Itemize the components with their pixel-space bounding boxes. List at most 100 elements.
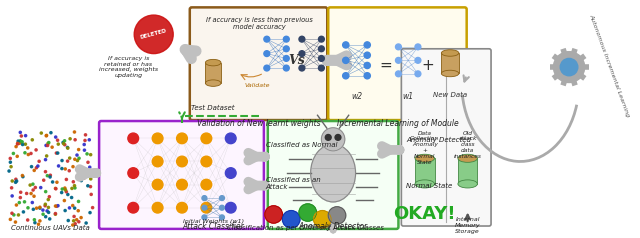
Circle shape xyxy=(328,207,346,224)
Point xyxy=(83,184,93,188)
Ellipse shape xyxy=(458,154,477,162)
Circle shape xyxy=(264,65,269,71)
Point xyxy=(35,206,45,210)
Circle shape xyxy=(342,42,349,48)
Circle shape xyxy=(284,36,289,42)
FancyBboxPatch shape xyxy=(268,121,399,229)
Circle shape xyxy=(220,196,225,200)
Point xyxy=(44,141,54,144)
Circle shape xyxy=(202,196,207,200)
Point xyxy=(76,179,86,183)
Point xyxy=(70,206,80,210)
Point xyxy=(51,135,61,139)
Point xyxy=(8,152,19,155)
Text: Vs: Vs xyxy=(289,54,305,67)
Point xyxy=(62,146,72,149)
Point xyxy=(51,204,61,208)
Point xyxy=(72,218,82,222)
Point xyxy=(31,148,41,152)
Point xyxy=(16,134,26,138)
Point xyxy=(6,165,16,169)
Circle shape xyxy=(284,55,289,61)
Text: Validate: Validate xyxy=(244,83,270,88)
Text: Anomaly Detector: Anomaly Detector xyxy=(298,222,367,231)
Point xyxy=(57,167,67,170)
Point xyxy=(57,187,67,191)
Circle shape xyxy=(554,52,585,83)
Ellipse shape xyxy=(458,180,477,188)
Point xyxy=(74,199,84,203)
Point xyxy=(63,146,73,150)
Point xyxy=(26,152,36,155)
Circle shape xyxy=(282,211,300,228)
Point xyxy=(26,165,36,169)
Point xyxy=(26,192,36,195)
Point xyxy=(19,200,29,204)
Point xyxy=(13,213,24,217)
Circle shape xyxy=(319,46,324,52)
Text: OKAY!: OKAY! xyxy=(394,205,456,223)
FancyBboxPatch shape xyxy=(99,121,264,229)
Point xyxy=(40,170,51,174)
Point xyxy=(36,186,46,189)
Point xyxy=(63,219,74,223)
Circle shape xyxy=(202,205,207,210)
Point xyxy=(60,143,70,147)
Point xyxy=(46,131,56,135)
Circle shape xyxy=(284,65,289,71)
Circle shape xyxy=(325,134,331,140)
Point xyxy=(6,186,17,190)
Point xyxy=(73,209,83,213)
Point xyxy=(7,211,17,215)
Circle shape xyxy=(299,65,305,71)
Text: Test Dataset: Test Dataset xyxy=(191,105,235,111)
Point xyxy=(52,180,62,184)
Point xyxy=(51,212,61,216)
Text: w1: w1 xyxy=(403,92,413,101)
Circle shape xyxy=(364,73,371,79)
Text: Incremental Learning of Module: Incremental Learning of Module xyxy=(337,119,458,128)
Point xyxy=(84,138,94,142)
Circle shape xyxy=(319,65,324,71)
Point xyxy=(52,151,63,155)
FancyBboxPatch shape xyxy=(328,7,467,120)
Point xyxy=(69,214,79,218)
Point xyxy=(35,219,45,223)
Circle shape xyxy=(128,168,139,178)
Point xyxy=(42,144,52,147)
Point xyxy=(79,143,90,146)
Point xyxy=(81,221,92,225)
Point xyxy=(68,180,79,184)
Point xyxy=(12,179,22,183)
Point xyxy=(23,153,33,156)
Point xyxy=(7,194,17,198)
Point xyxy=(29,194,39,198)
Point xyxy=(42,134,52,137)
Point xyxy=(72,153,82,157)
Text: DELETED: DELETED xyxy=(140,28,168,40)
Circle shape xyxy=(560,58,578,76)
Point xyxy=(14,201,24,204)
Point xyxy=(31,166,42,170)
Circle shape xyxy=(264,51,269,56)
Point xyxy=(52,138,63,142)
Point xyxy=(15,190,26,194)
Point xyxy=(29,218,40,222)
Point xyxy=(22,218,33,222)
Circle shape xyxy=(299,204,317,221)
Point xyxy=(9,213,19,217)
Point xyxy=(36,131,47,135)
Circle shape xyxy=(364,52,371,58)
FancyBboxPatch shape xyxy=(190,7,327,120)
Point xyxy=(44,195,54,199)
Circle shape xyxy=(299,51,305,56)
Ellipse shape xyxy=(442,50,459,56)
Point xyxy=(68,165,78,169)
Point xyxy=(15,196,26,199)
Point xyxy=(45,217,55,221)
Point xyxy=(42,154,52,158)
Point xyxy=(88,206,98,209)
Point xyxy=(82,152,92,156)
Point xyxy=(45,173,56,177)
Point xyxy=(15,130,26,134)
